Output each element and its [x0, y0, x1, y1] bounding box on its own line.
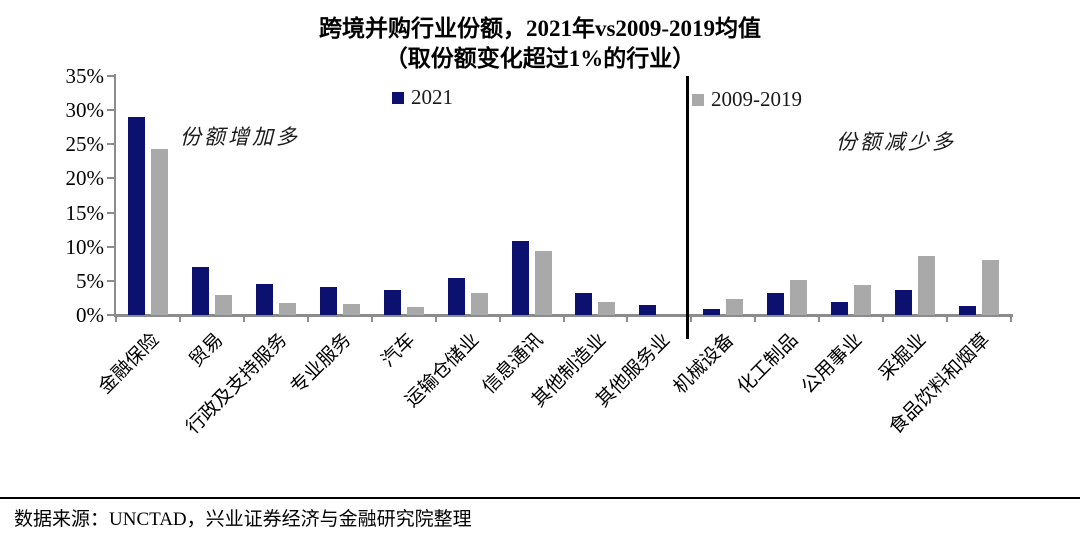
bar-2021-公用事业: [831, 302, 849, 315]
bar-2009-2019-化工制品: [790, 280, 808, 315]
legend-swatch-2021: [392, 91, 404, 104]
y-tick-label-25%: 25%: [65, 132, 105, 157]
y-tick-label-30%: 30%: [65, 98, 105, 123]
bar-2021-金融保险: [127, 116, 145, 315]
x-tick-1: [178, 315, 181, 322]
x-tick-11: [818, 315, 821, 322]
bar-2021-汽车: [383, 289, 401, 315]
x-category-label-贸易: 贸易: [185, 329, 228, 372]
bar-2009-2019-其他制造业: [598, 302, 616, 315]
chart-title-line2: （取份额变化超过1%的行业）: [384, 46, 696, 71]
bar-2009-2019-行政及支持服务: [278, 303, 296, 315]
bar-2021-机械设备: [703, 308, 721, 315]
y-tick-label-0%: 0%: [76, 303, 104, 327]
chart-title-line1: 跨境并购行业份额，2021年vs2009-2019均值: [318, 16, 762, 41]
bar-2021-食品饮料和烟草: [959, 306, 977, 315]
bar-2009-2019-金融保险: [150, 149, 168, 315]
bar-2009-2019-食品饮料和烟草: [982, 259, 1000, 315]
x-tick-4: [370, 315, 373, 322]
bar-2009-2019-采掘业: [918, 255, 936, 315]
x-category-label-公用事业: 公用事业: [797, 329, 867, 399]
y-axis-line: [114, 74, 116, 316]
legend-label-2009-2019: 2009-2019: [711, 87, 802, 111]
bar-2009-2019-机械设备: [726, 298, 744, 315]
x-tick-5: [434, 315, 437, 322]
x-tick-9: [690, 315, 693, 322]
bar-2021-化工制品: [767, 293, 785, 315]
x-tick-13: [946, 315, 949, 322]
bar-2009-2019-公用事业: [854, 284, 872, 315]
x-category-label-专业服务: 专业服务: [286, 329, 356, 399]
legend-item-2009-2019: 2009-2019: [692, 87, 802, 112]
x-tick-8: [626, 315, 629, 322]
y-tick-35%: [107, 75, 115, 77]
bar-2021-其他制造业: [575, 293, 593, 315]
x-category-label-机械设备: 机械设备: [670, 329, 739, 399]
bar-2009-2019-专业服务: [342, 304, 360, 315]
bar-2021-专业服务: [319, 287, 337, 315]
y-tick-label-5%: 5%: [76, 268, 104, 293]
bar-2021-其他服务业: [639, 305, 657, 315]
annotation-share-increase: 份额增加多: [180, 125, 300, 149]
source-divider-rule: [0, 497, 1080, 499]
y-tick-label-35%: 35%: [65, 64, 105, 88]
y-tick-0%: [107, 314, 115, 316]
x-category-label-采掘业: 采掘业: [875, 329, 931, 385]
x-category-label-汽车: 汽车: [377, 329, 420, 372]
bar-2021-运输仓储业: [447, 278, 465, 315]
bar-2009-2019-信息通讯: [534, 251, 552, 315]
x-tick-14: [1010, 315, 1012, 322]
bar-2009-2019-运输仓储业: [470, 293, 488, 315]
legend-item-2021: 2021: [392, 85, 453, 110]
bar-2009-2019-贸易: [214, 295, 232, 315]
bar-2021-行政及支持服务: [255, 284, 273, 315]
x-tick-2: [242, 315, 245, 322]
y-tick-25%: [107, 143, 115, 146]
legend-label-2021: 2021: [411, 85, 453, 109]
group-divider-line: [686, 76, 689, 339]
x-tick-3: [306, 315, 309, 322]
bar-2009-2019-汽车: [406, 306, 424, 315]
x-tick-7: [562, 315, 565, 322]
x-category-label-化工制品: 化工制品: [734, 329, 803, 399]
bar-2021-采掘业: [895, 290, 913, 315]
y-tick-label-20%: 20%: [65, 166, 105, 191]
x-tick-12: [882, 315, 885, 322]
y-tick-10%: [107, 245, 115, 248]
x-category-label-金融保险: 金融保险: [94, 329, 164, 399]
y-tick-15%: [107, 211, 115, 214]
chart-title: 跨境并购行业份额，2021年vs2009-2019均值 （取份额变化超过1%的行…: [0, 14, 1080, 74]
bar-2021-贸易: [191, 267, 209, 315]
y-tick-label-15%: 15%: [65, 200, 105, 225]
legend-swatch-2009-2019: [692, 93, 704, 106]
x-tick-0: [115, 315, 117, 322]
y-tick-20%: [107, 177, 115, 180]
y-tick-label-10%: 10%: [65, 234, 105, 259]
y-tick-30%: [107, 109, 115, 112]
y-tick-5%: [107, 279, 115, 282]
x-tick-10: [754, 315, 757, 322]
source-text: 数据来源：UNCTAD，兴业证券经济与金融研究院整理: [14, 509, 472, 530]
bar-2021-信息通讯: [511, 240, 529, 315]
annotation-share-decrease: 份额减少多: [836, 130, 956, 154]
x-tick-6: [498, 315, 501, 322]
